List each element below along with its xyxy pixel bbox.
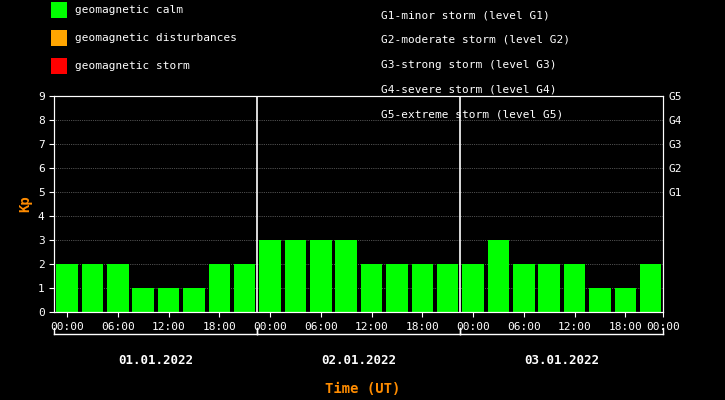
Bar — [285, 240, 306, 312]
Bar — [158, 288, 179, 312]
Bar — [412, 264, 433, 312]
Bar — [463, 264, 484, 312]
Bar — [107, 264, 128, 312]
Bar — [386, 264, 407, 312]
Bar — [260, 240, 281, 312]
Text: G3-strong storm (level G3): G3-strong storm (level G3) — [381, 60, 556, 70]
Text: G4-severe storm (level G4): G4-severe storm (level G4) — [381, 84, 556, 94]
Text: 03.01.2022: 03.01.2022 — [524, 354, 600, 367]
Bar — [82, 264, 103, 312]
Bar — [336, 240, 357, 312]
Text: 02.01.2022: 02.01.2022 — [321, 354, 397, 367]
Bar — [310, 240, 331, 312]
Text: Time (UT): Time (UT) — [325, 382, 400, 396]
Bar — [615, 288, 636, 312]
Bar — [437, 264, 458, 312]
Bar — [539, 264, 560, 312]
Bar — [488, 240, 509, 312]
Text: G2-moderate storm (level G2): G2-moderate storm (level G2) — [381, 35, 570, 45]
Bar — [589, 288, 610, 312]
Bar — [234, 264, 255, 312]
Text: 01.01.2022: 01.01.2022 — [118, 354, 194, 367]
Bar — [183, 288, 204, 312]
Bar — [133, 288, 154, 312]
Bar — [209, 264, 230, 312]
Bar — [361, 264, 382, 312]
Y-axis label: Kp: Kp — [18, 196, 33, 212]
Bar — [564, 264, 585, 312]
Text: G1-minor storm (level G1): G1-minor storm (level G1) — [381, 10, 550, 20]
Text: geomagnetic calm: geomagnetic calm — [75, 5, 183, 15]
Text: geomagnetic storm: geomagnetic storm — [75, 61, 190, 71]
Text: G5-extreme storm (level G5): G5-extreme storm (level G5) — [381, 109, 563, 119]
Text: geomagnetic disturbances: geomagnetic disturbances — [75, 33, 237, 43]
Bar — [640, 264, 661, 312]
Bar — [513, 264, 534, 312]
Bar — [57, 264, 78, 312]
